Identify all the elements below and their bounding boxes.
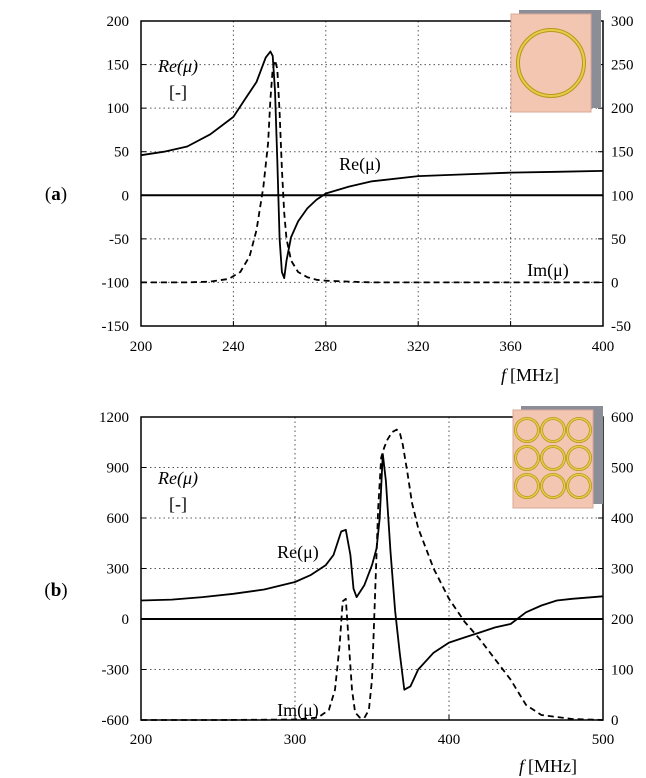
y-axis-unit: [-] — [169, 82, 187, 102]
y-tick-label: 300 — [107, 562, 130, 578]
plot-frame — [140, 20, 604, 327]
x-axis-label-var: f — [519, 756, 527, 776]
y2-tick-label: 300 — [611, 14, 634, 30]
chart-panel-b: -600 -300 0 300 600 900 1200 0 100 200 300 400 500 60… — [44, 406, 634, 776]
inset-ring-inner — [514, 445, 540, 471]
y-tick-label: 600 — [107, 511, 130, 527]
y2-tick-label: 50 — [611, 232, 626, 248]
x-tick-label: 500 — [592, 732, 615, 748]
y-tick-label: 200 — [107, 14, 130, 30]
y2-tick-label: 0 — [611, 275, 619, 291]
inset-ring-inner — [540, 473, 566, 499]
panel-label-paren: ) — [61, 184, 67, 205]
inset-ring-inner — [566, 445, 592, 471]
annotation-im-mu: Im(μ) — [527, 260, 569, 281]
y2-tick-label: 600 — [611, 410, 634, 426]
panel-label: (b) — [44, 580, 67, 601]
inset-ring-inner — [540, 417, 566, 443]
y2-tick-label: 300 — [611, 562, 634, 578]
inset-ring-inner — [517, 29, 585, 97]
inset-substrate — [512, 409, 594, 509]
x-tick-label: 400 — [438, 732, 461, 748]
x-axis-label-var: f — [501, 365, 509, 385]
y-axis-unit: [-] — [169, 494, 187, 514]
inset-ring-inner — [566, 417, 592, 443]
x-tick-label: 400 — [592, 339, 615, 355]
inset-ring-inner — [514, 473, 540, 499]
x-tick-label: 240 — [222, 339, 245, 355]
x-tick-label: 200 — [130, 339, 153, 355]
annotation-im-mu: Im(μ) — [277, 700, 319, 721]
y2-tick-label: 100 — [611, 663, 634, 679]
panel-label-paren: ) — [61, 580, 67, 601]
single-ring-sample-icon — [510, 10, 601, 113]
panel-label-paren: ( — [45, 184, 51, 205]
y-tick-label: 0 — [122, 188, 130, 204]
y-tick-label: 1200 — [99, 410, 129, 426]
y-axis-label: Re(μ) — [157, 468, 198, 489]
x-axis-label: f [MHz] — [501, 365, 559, 385]
annotation-re-mu: Re(μ) — [277, 542, 319, 563]
y2-tick-label: 400 — [611, 511, 634, 527]
inset-ring-inner — [514, 417, 540, 443]
y-tick-label: -150 — [102, 319, 130, 335]
y-tick-label: 50 — [114, 145, 129, 161]
series-line-im-mu — [141, 59, 603, 284]
series-line-im-mu — [141, 428, 604, 721]
panel-label-paren: ( — [44, 580, 50, 601]
y-tick-label: -300 — [102, 663, 130, 679]
x-tick-label: 300 — [284, 732, 307, 748]
y2-tick-label: 500 — [611, 461, 634, 477]
panel-label-letter: b — [51, 580, 62, 601]
annotation-re-mu: Re(μ) — [339, 154, 381, 175]
y-tick-label: 0 — [122, 612, 130, 628]
y-tick-label: 900 — [107, 461, 130, 477]
y-tick-label: -600 — [102, 713, 130, 729]
x-tick-label: 200 — [130, 732, 153, 748]
x-tick-label: 320 — [407, 339, 430, 355]
y2-tick-label: -50 — [611, 319, 631, 335]
x-axis-label-unit: [MHz] — [528, 756, 577, 776]
y2-tick-label: 250 — [611, 58, 634, 74]
inset-ring-inner — [566, 473, 592, 499]
y-tick-label: -50 — [109, 232, 129, 248]
y-tick-label: 100 — [107, 101, 130, 117]
x-axis-label: f [MHz] — [519, 756, 577, 776]
y-tick-label: -100 — [102, 275, 130, 291]
y-axis-label: Re(μ) — [157, 56, 198, 77]
y2-tick-label: 150 — [611, 145, 634, 161]
x-tick-label: 280 — [315, 339, 338, 355]
ring-array-sample-icon — [512, 406, 603, 509]
panel-label-letter: a — [51, 184, 61, 205]
inset-ring-inner — [540, 445, 566, 471]
x-axis-label-unit: [MHz] — [510, 365, 559, 385]
y2-tick-label: 0 — [611, 713, 619, 729]
y2-tick-label: 200 — [611, 612, 634, 628]
y2-tick-label: 200 — [611, 101, 634, 117]
chart-panel-a: -150 -100 -50 0 50 100 150 200 -50 0 50 100 150 200 25… — [45, 10, 634, 385]
panel-label: (a) — [45, 184, 67, 205]
y-tick-label: 150 — [107, 58, 130, 74]
y2-tick-label: 100 — [611, 188, 634, 204]
series-line-re-mu — [140, 50, 604, 279]
x-tick-label: 360 — [499, 339, 522, 355]
